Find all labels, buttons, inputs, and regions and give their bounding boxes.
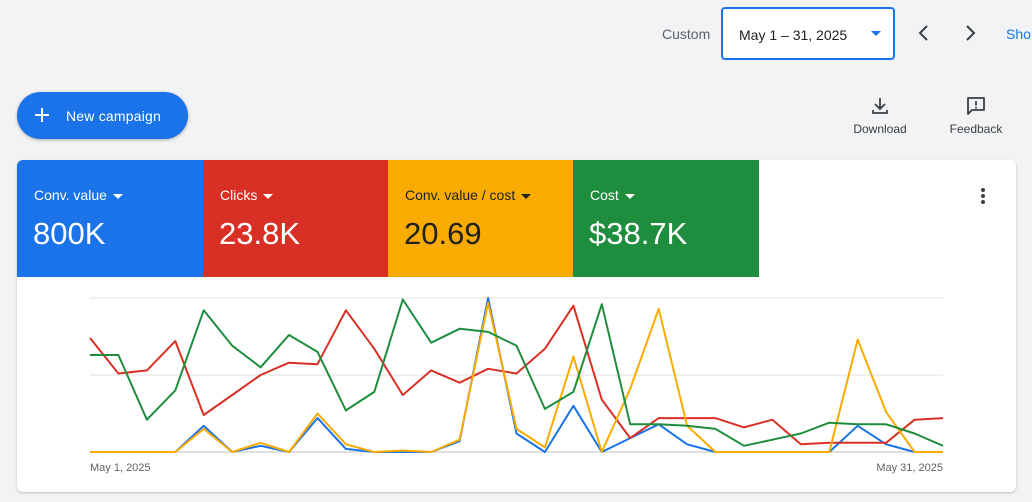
- chevron-left-icon: [918, 25, 928, 41]
- download-icon: [872, 98, 888, 114]
- metric-name-text: Cost: [590, 187, 619, 203]
- more-options-button[interactable]: [975, 186, 991, 206]
- metric-name: Cost: [590, 187, 635, 203]
- date-range-value: May 1 – 31, 2025: [739, 27, 848, 43]
- feedback-label: Feedback: [949, 122, 1003, 136]
- metric-name: Clicks: [220, 187, 274, 203]
- x-axis-end-label: May 31, 2025: [876, 462, 943, 474]
- download-button[interactable]: Download: [845, 95, 915, 140]
- metric-value: $38.7K: [589, 216, 688, 251]
- metric-cost[interactable]: Cost $38.7K: [573, 160, 759, 277]
- new-campaign-label: New campaign: [66, 108, 161, 124]
- metric-conv-value-per-cost[interactable]: Conv. value / cost 20.69: [388, 160, 574, 277]
- download-label: Download: [853, 122, 907, 136]
- dropdown-caret-icon: [624, 193, 635, 199]
- dropdown-caret-icon: [521, 193, 532, 199]
- date-range-type-label: Custom: [662, 26, 711, 42]
- chevron-right-icon: [966, 25, 976, 41]
- dropdown-caret-icon: [871, 31, 881, 36]
- series-line-1: [89, 304, 944, 446]
- dropdown-caret-icon: [112, 193, 123, 199]
- series-line-2: [90, 301, 943, 453]
- new-campaign-button[interactable]: New campaign: [17, 92, 188, 139]
- performance-card: Conv. value 800K Clicks 23.8K Conv. valu…: [17, 160, 1016, 492]
- metric-name-text: Conv. value: [34, 187, 107, 203]
- more-dot: [981, 200, 985, 204]
- feedback-button[interactable]: Feedback: [941, 95, 1011, 140]
- performance-line-chart: May 1, 2025 May 31, 2025: [89, 297, 944, 474]
- plus-icon: [35, 108, 49, 122]
- metric-conv-value[interactable]: Conv. value 800K: [17, 160, 203, 277]
- previous-period-button[interactable]: [911, 20, 937, 46]
- metric-name-text: Clicks: [220, 187, 258, 203]
- metric-value: 800K: [33, 216, 106, 251]
- metric-name-text: Conv. value / cost: [405, 187, 516, 203]
- show-link[interactable]: Sho: [1006, 26, 1031, 42]
- chart-lines: [89, 297, 944, 453]
- top-toolbar: Custom May 1 – 31, 2025 Sho: [0, 0, 1032, 70]
- metric-value: 20.69: [404, 216, 482, 251]
- series-line-3: [90, 298, 944, 447]
- dropdown-caret-icon: [263, 193, 274, 199]
- more-dot: [981, 194, 985, 198]
- x-axis-start-label: May 1, 2025: [90, 462, 151, 474]
- metric-value: 23.8K: [219, 216, 301, 251]
- metric-name: Conv. value: [34, 187, 123, 203]
- date-range-select[interactable]: May 1 – 31, 2025: [721, 7, 895, 60]
- next-period-button[interactable]: [957, 20, 983, 46]
- metric-name: Conv. value / cost: [405, 187, 532, 203]
- metric-clicks[interactable]: Clicks 23.8K: [203, 160, 389, 277]
- feedback-icon: [967, 97, 985, 115]
- more-vert-icon: [981, 188, 985, 192]
